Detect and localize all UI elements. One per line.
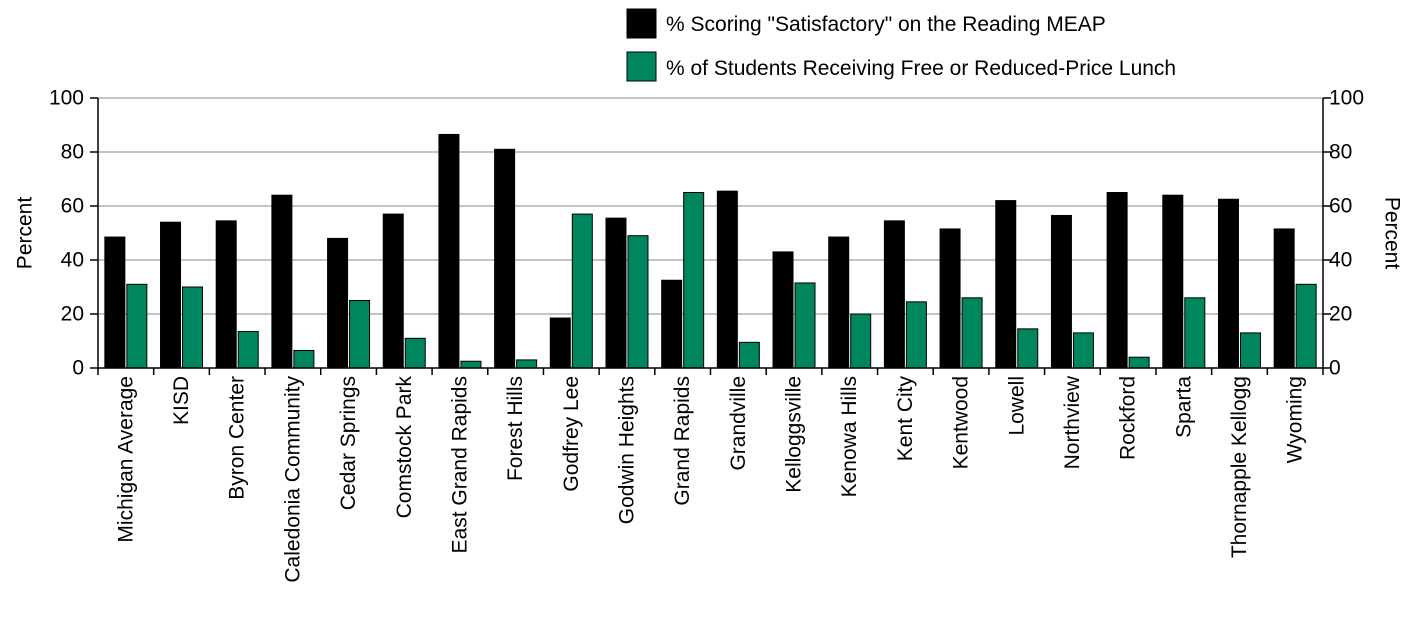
left-tick-label: 100 bbox=[49, 87, 84, 110]
category-label: Kelloggsville bbox=[783, 376, 806, 493]
category-label: Cedar Springs bbox=[337, 376, 360, 510]
left-tick-label: 60 bbox=[61, 195, 84, 218]
legend-swatch-reading bbox=[626, 8, 657, 39]
category-label: Northview bbox=[1061, 375, 1084, 469]
reading-meap-bar bbox=[883, 220, 905, 369]
category-label: Michigan Average bbox=[114, 376, 137, 543]
category-label: KISD bbox=[170, 376, 193, 425]
legend-label-reading: % Scoring "Satisfactory" on the Reading … bbox=[666, 13, 1106, 36]
left-axis-title: Percent bbox=[14, 197, 37, 270]
right-tick-label: 0 bbox=[1329, 357, 1341, 380]
reading-meap-bar bbox=[494, 148, 516, 369]
category-label: East Grand Rapids bbox=[448, 376, 471, 553]
category-labels: Michigan Average KISD Byron Center Caledoni… bbox=[97, 368, 1324, 583]
reading-meap-bar bbox=[160, 221, 182, 369]
free-lunch-bar bbox=[1184, 297, 1206, 369]
free-lunch-bar bbox=[460, 360, 482, 369]
reading-meap-bar bbox=[327, 237, 349, 369]
category-label: Kentwood bbox=[950, 376, 973, 469]
right-tick-label: 40 bbox=[1329, 249, 1352, 272]
free-lunch-bar bbox=[1239, 332, 1261, 369]
left-tick-label: 20 bbox=[61, 303, 84, 326]
category-label: Rockford bbox=[1117, 376, 1140, 460]
free-lunch-bar bbox=[1128, 356, 1150, 369]
category-label: Grand Rapids bbox=[671, 376, 694, 506]
reading-meap-bar bbox=[215, 220, 237, 369]
free-lunch-bar bbox=[349, 300, 371, 369]
legend-label-lunch: % of Students Receiving Free or Reduced-… bbox=[666, 57, 1176, 80]
free-lunch-bar bbox=[1072, 332, 1094, 369]
category-label: Sparta bbox=[1172, 376, 1195, 438]
category-label: Wyoming bbox=[1284, 376, 1307, 463]
free-lunch-bar bbox=[182, 286, 204, 369]
free-lunch-bar bbox=[237, 331, 259, 369]
right-axis-ticks: 0 20 40 60 80 100 bbox=[1323, 87, 1364, 380]
reading-meap-bar bbox=[1162, 194, 1184, 369]
bars bbox=[104, 133, 1317, 369]
right-tick-label: 60 bbox=[1329, 195, 1352, 218]
category-label: Godwin Heights bbox=[615, 376, 638, 524]
free-lunch-bar bbox=[404, 337, 426, 369]
reading-meap-bar bbox=[1106, 192, 1128, 369]
right-tick-label: 20 bbox=[1329, 303, 1352, 326]
legend-swatch-lunch bbox=[626, 51, 657, 82]
category-label: Kenowa Hills bbox=[838, 376, 861, 497]
reading-meap-bar bbox=[382, 213, 404, 369]
reading-meap-bar bbox=[716, 190, 738, 369]
left-axis-ticks: 0 20 40 60 80 100 bbox=[49, 87, 98, 380]
free-lunch-bar bbox=[126, 283, 148, 369]
free-lunch-bar bbox=[1295, 283, 1317, 369]
free-lunch-bar bbox=[627, 235, 649, 369]
free-lunch-bar bbox=[794, 282, 816, 369]
legend: % Scoring "Satisfactory" on the Reading … bbox=[626, 8, 1176, 82]
reading-meap-bar bbox=[605, 217, 627, 369]
free-lunch-bar bbox=[905, 301, 927, 369]
reading-meap-bar bbox=[438, 133, 460, 369]
right-tick-label: 100 bbox=[1329, 87, 1364, 110]
left-tick-label: 80 bbox=[61, 141, 84, 164]
reading-meap-bar bbox=[1050, 214, 1072, 369]
reading-meap-bar bbox=[939, 228, 961, 369]
free-lunch-bar bbox=[1017, 328, 1039, 369]
reading-meap-bar bbox=[995, 200, 1017, 369]
reading-meap-bar bbox=[549, 317, 571, 369]
free-lunch-bar bbox=[683, 192, 705, 369]
reading-meap-bar bbox=[104, 236, 126, 369]
reading-meap-bar bbox=[1217, 198, 1239, 369]
reading-meap-bar bbox=[661, 279, 683, 369]
category-label: Caledonia Community bbox=[281, 376, 304, 583]
free-lunch-bar bbox=[516, 359, 538, 369]
reading-meap-bar bbox=[1273, 228, 1295, 369]
reading-meap-bar bbox=[828, 236, 850, 369]
free-lunch-bar bbox=[571, 213, 593, 369]
category-label: Kent City bbox=[894, 376, 917, 462]
category-label: Byron Center bbox=[226, 376, 249, 500]
left-tick-label: 0 bbox=[72, 357, 84, 380]
category-label: Forest Hills bbox=[504, 376, 527, 481]
free-lunch-bar bbox=[850, 313, 872, 369]
category-label: Grandville bbox=[727, 376, 750, 471]
free-lunch-bar bbox=[293, 349, 315, 369]
left-tick-label: 40 bbox=[61, 249, 84, 272]
reading-meap-bar bbox=[271, 194, 293, 369]
right-tick-label: 80 bbox=[1329, 141, 1352, 164]
category-label: Thornapple Kellogg bbox=[1228, 376, 1251, 558]
free-lunch-bar bbox=[961, 297, 983, 369]
category-label: Godfrey Lee bbox=[560, 376, 583, 492]
category-label: Comstock Park bbox=[393, 376, 416, 519]
right-axis-title: Percent bbox=[1381, 197, 1404, 270]
category-label: Lowell bbox=[1005, 376, 1028, 436]
reading-meap-bar bbox=[772, 251, 794, 369]
free-lunch-bar bbox=[738, 341, 760, 369]
